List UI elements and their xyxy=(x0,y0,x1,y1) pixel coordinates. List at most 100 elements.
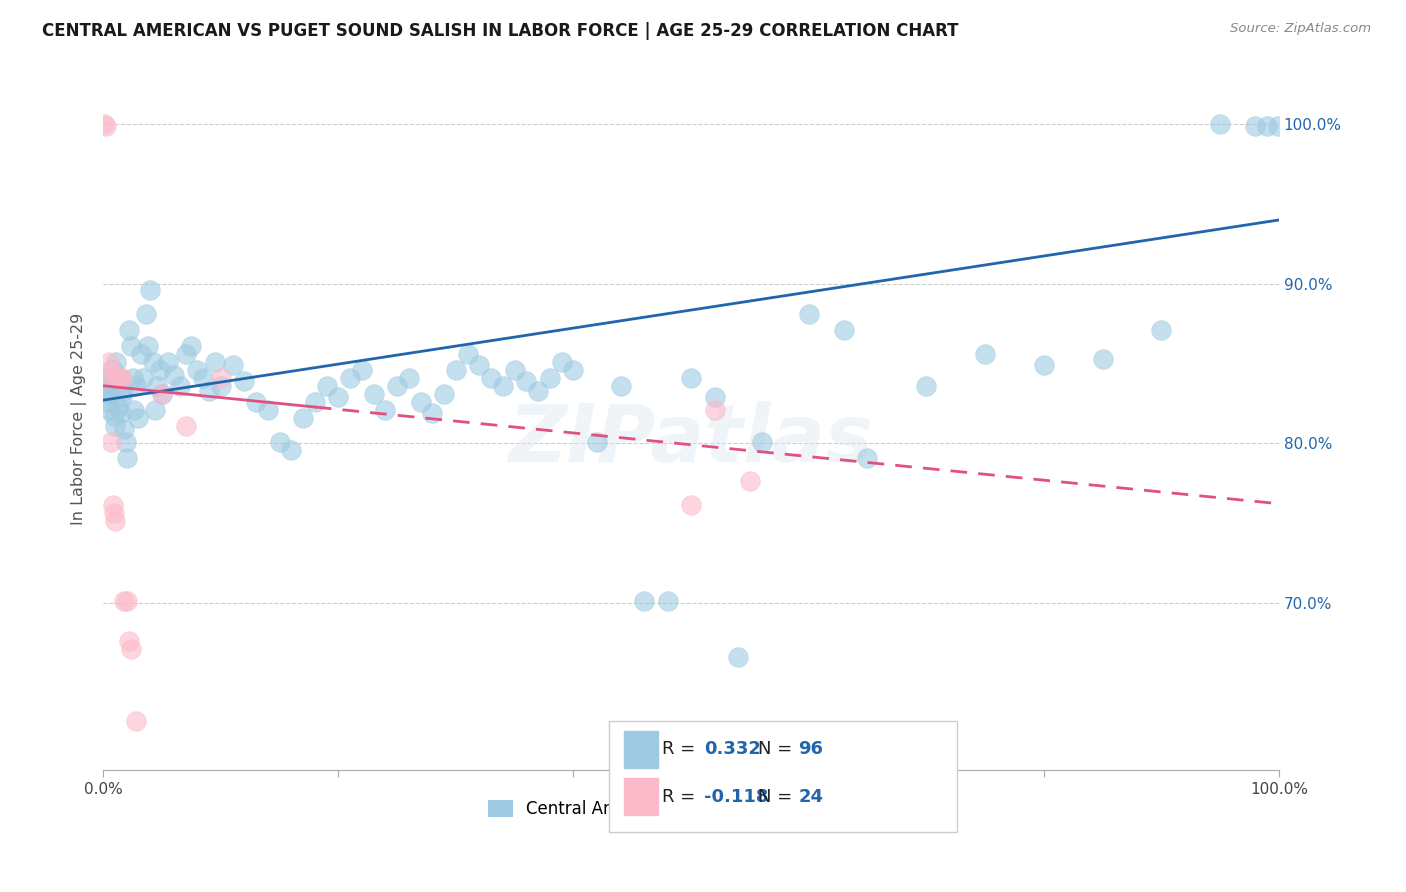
Point xyxy=(101,499,124,513)
Point xyxy=(245,394,267,409)
Point xyxy=(163,368,186,382)
Point xyxy=(1267,119,1289,133)
Point xyxy=(738,475,761,489)
Point xyxy=(121,371,143,385)
Legend: Central Americans, Puget Sound Salish: Central Americans, Puget Sound Salish xyxy=(481,793,901,825)
Point xyxy=(112,594,135,608)
Point xyxy=(551,355,574,369)
Point xyxy=(915,378,938,392)
Text: N =: N = xyxy=(758,740,797,758)
Point xyxy=(127,410,149,425)
Point xyxy=(136,339,159,353)
Point xyxy=(1244,119,1267,133)
Point xyxy=(97,394,120,409)
Point xyxy=(1256,119,1278,133)
Point xyxy=(174,347,197,361)
Point xyxy=(135,307,157,321)
Point xyxy=(363,386,385,401)
Point xyxy=(562,363,585,377)
Point xyxy=(132,371,155,385)
Point xyxy=(118,633,141,648)
Point xyxy=(108,371,131,385)
Point xyxy=(1032,358,1054,372)
Point xyxy=(120,641,142,656)
Point xyxy=(105,371,128,385)
Point xyxy=(339,371,361,385)
Point xyxy=(143,402,166,417)
Point xyxy=(681,371,703,385)
Point xyxy=(111,390,134,404)
Point xyxy=(492,378,515,392)
Y-axis label: In Labor Force | Age 25-29: In Labor Force | Age 25-29 xyxy=(72,313,87,525)
Point xyxy=(111,371,134,385)
Point xyxy=(444,363,467,377)
Point xyxy=(120,339,142,353)
Point xyxy=(479,371,502,385)
Point xyxy=(433,386,456,401)
Point xyxy=(103,409,125,423)
Point xyxy=(198,384,221,398)
Point xyxy=(118,323,141,337)
Point xyxy=(527,384,550,398)
Point xyxy=(98,386,121,401)
Point xyxy=(180,339,202,353)
Text: CENTRAL AMERICAN VS PUGET SOUND SALISH IN LABOR FORCE | AGE 25-29 CORRELATION CH: CENTRAL AMERICAN VS PUGET SOUND SALISH I… xyxy=(42,22,959,40)
Point xyxy=(221,358,243,372)
Point xyxy=(1091,351,1114,366)
Point xyxy=(114,434,136,449)
Point xyxy=(1150,323,1173,337)
Point xyxy=(832,323,855,337)
Text: N =: N = xyxy=(758,788,797,805)
Point xyxy=(703,402,725,417)
Point xyxy=(633,594,655,608)
Point xyxy=(105,355,128,369)
Point xyxy=(538,371,561,385)
Point xyxy=(156,355,179,369)
Point xyxy=(256,402,278,417)
Point xyxy=(304,394,326,409)
Point xyxy=(751,434,773,449)
Point xyxy=(94,371,117,385)
Point xyxy=(856,450,879,465)
Point xyxy=(269,434,291,449)
Point xyxy=(150,386,173,401)
Point xyxy=(515,374,537,388)
Point xyxy=(191,371,214,385)
Point xyxy=(1209,117,1232,131)
Point xyxy=(385,378,408,392)
Point xyxy=(105,378,128,392)
Point xyxy=(94,119,117,133)
Point xyxy=(315,378,337,392)
Point xyxy=(110,406,132,420)
Point xyxy=(150,386,173,401)
Point xyxy=(280,442,302,457)
Point xyxy=(797,307,820,321)
Point xyxy=(100,434,122,449)
Point xyxy=(468,358,491,372)
Point xyxy=(703,390,725,404)
Text: 0.332: 0.332 xyxy=(704,740,761,758)
Point xyxy=(125,378,148,392)
Point xyxy=(503,363,526,377)
Text: -0.118: -0.118 xyxy=(704,788,769,805)
Point xyxy=(98,355,121,369)
Point xyxy=(103,506,125,520)
Point xyxy=(727,649,749,664)
Point xyxy=(139,283,162,297)
Point xyxy=(174,418,197,433)
Point xyxy=(125,714,148,728)
Point xyxy=(409,394,432,409)
Point xyxy=(186,363,208,377)
Point xyxy=(112,384,135,398)
Point xyxy=(112,422,135,436)
Point xyxy=(107,400,129,414)
Point xyxy=(974,347,997,361)
Text: ZIPatlas: ZIPatlas xyxy=(509,401,873,479)
Text: 24: 24 xyxy=(799,788,824,805)
Point xyxy=(204,355,226,369)
Point xyxy=(104,514,127,528)
Point xyxy=(96,371,118,385)
Point xyxy=(142,355,165,369)
Point xyxy=(457,347,479,361)
Point xyxy=(169,378,191,392)
